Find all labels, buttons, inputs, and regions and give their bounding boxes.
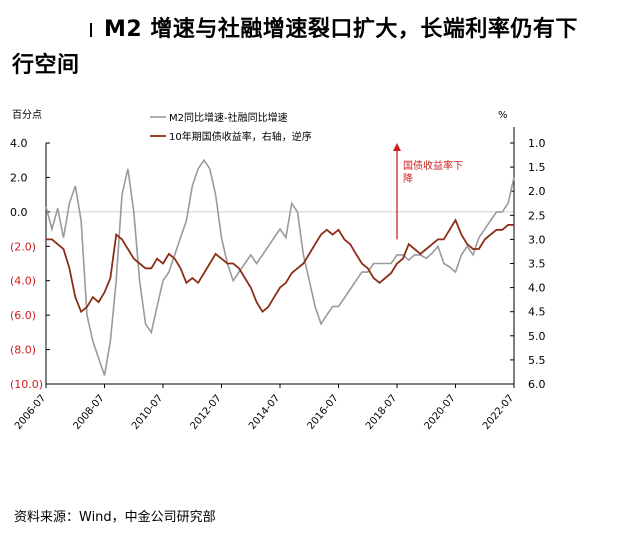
right-tick-label: 5.0 (528, 330, 546, 343)
right-tick-label: 5.5 (528, 354, 546, 367)
x-tick-label: 2012-07 (189, 393, 224, 432)
annotation-text-line-2: 降 (403, 172, 413, 185)
right-tick-label: 3.5 (528, 258, 546, 271)
right-tick-label: 4.5 (528, 306, 546, 319)
left-tick-label: 4.0 (10, 137, 28, 150)
left-axis-ticks: 4.0 2.0 0.0 (2.0) (4.0) (6.0) (8.0) (10.0) (10, 137, 50, 391)
dual-axis-line-chart: 4.02.00.0(2.0)(4.0)(6.0)(8.0)(10.0) 1.01… (10, 109, 546, 432)
right-axis-ticks: 1.0 1.5 2.0 2.5 3.0 3.5 4.0 4.5 5.0 5.5 6.0 (510, 137, 546, 391)
left-axis-unit: 百分点 (12, 109, 42, 121)
legend-label-brown: 10年期国债收益率，右轴，逆序 (169, 130, 312, 143)
title-marker (90, 23, 92, 37)
x-tick-label: 2016-07 (306, 393, 341, 432)
x-tick-label: 2022-07 (481, 393, 516, 432)
left-tick-label: (6.0) (10, 309, 36, 322)
source-note: 资料来源：Wind，中金公司研究部 (14, 510, 216, 525)
x-tick-label: 2014-07 (247, 393, 282, 432)
x-tick-label: 2020-07 (423, 393, 458, 432)
right-tick-label: 2.0 (528, 185, 546, 198)
right-axis-unit: % (498, 110, 508, 121)
left-tick-label: (4.0) (10, 275, 36, 288)
right-tick-label: 3.0 (528, 233, 546, 246)
title-line-2: 行空间 (12, 53, 80, 78)
left-tick-label: 2.0 (10, 171, 28, 184)
legend: M2同比增速-社融同比增速 10年期国债收益率，右轴，逆序 (150, 111, 312, 143)
annotation-text-line-1: 国债收益率下 (403, 159, 463, 172)
annotation-arrowhead (393, 143, 401, 151)
title-line-1: M2 增速与社融增速裂口扩大，长端利率仍有下 (104, 17, 578, 42)
right-tick-label: 6.0 (528, 378, 546, 391)
left-tick-label: 0.0 (10, 206, 28, 219)
x-tick-label: 2018-07 (364, 393, 399, 432)
x-tick-label: 2006-07 (13, 393, 48, 432)
series-line-m2-minus-social-financing (45, 158, 515, 376)
right-tick-label: 1.0 (528, 137, 546, 150)
series-line-10y-yield (46, 218, 514, 314)
right-tick-label: 4.0 (528, 282, 546, 295)
left-tick-label: (8.0) (10, 344, 36, 357)
left-tick-label: (2.0) (10, 240, 36, 253)
left-tick-label: (10.0) (10, 378, 43, 391)
right-tick-label: 1.5 (528, 161, 546, 174)
x-tick-label: 2010-07 (130, 393, 165, 432)
annotation: 国债收益率下 降 (393, 143, 463, 240)
x-tick-label: 2008-07 (72, 393, 107, 432)
right-tick-label: 2.5 (528, 209, 546, 222)
x-axis-ticks: 2006-07 2008-07 2010-07 2012-07 2014-07 2016-… (13, 384, 516, 432)
legend-label-gray: M2同比增速-社融同比增速 (169, 111, 288, 124)
chart-title: M2 增速与社融增速裂口扩大，长端利率仍有下 行空间 (12, 12, 622, 84)
